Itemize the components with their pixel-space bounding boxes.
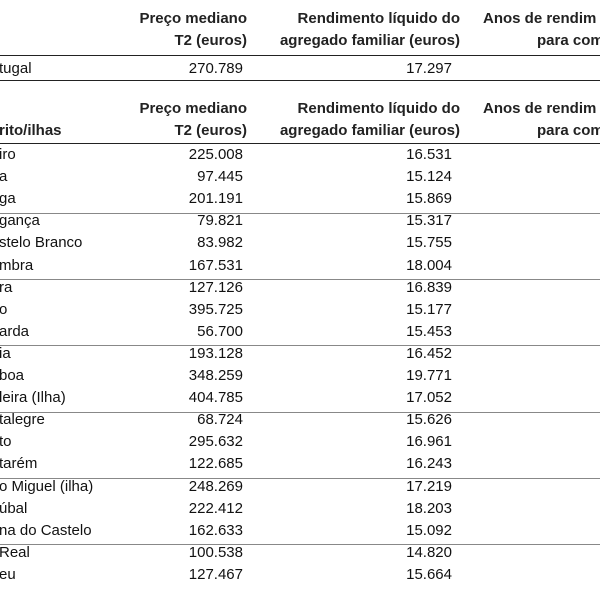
row-label: tarém [0,455,38,473]
row-label: iro [0,146,16,163]
row-label: a [0,168,8,186]
header-cell: rito/ilhas [0,122,62,139]
cell: 18.203 [406,499,452,517]
header-cell: para com [537,122,600,139]
cell: 100.538 [188,543,243,561]
rule [0,345,600,346]
cell: 395.725 [188,300,243,318]
cell: 83.982 [197,234,243,252]
cell: 97.445 [197,168,243,186]
cell: 56.700 [197,322,243,340]
row-label: na do Castelo [0,521,92,539]
header-cell: agregado familiar (euros) [279,32,460,49]
header-cell: T2 (euros) [174,122,247,139]
cell: 122.685 [188,455,243,473]
cell: 348.259 [188,367,243,384]
cell: 127.126 [188,278,243,296]
rule [0,279,600,280]
cell: 14.820 [406,543,452,561]
cell: 19.771 [406,367,452,384]
cell: 15.664 [406,565,452,583]
cell: 17.297 [406,60,452,77]
row-label: to [0,433,12,451]
cell: 295.632 [188,433,243,451]
rule [0,213,600,214]
cell: 193.128 [188,344,243,362]
row-label: talegre [0,411,45,429]
row-label: o [0,300,8,318]
header-cell: Rendimento líquido do [297,100,460,117]
row-label: mbra [0,256,34,274]
cell: 270.789 [188,60,243,77]
cell: 79.821 [197,212,243,230]
cell: 15.755 [406,234,452,252]
cell: 15.317 [406,212,452,230]
row-label: boa [0,367,25,384]
cell: 16.961 [406,433,452,451]
cell: 15.177 [406,300,452,318]
rule [0,412,600,413]
header-cell: T2 (euros) [174,32,247,49]
cell: 15.124 [406,168,452,186]
cell: 15.626 [406,411,452,429]
cell: 15.453 [406,322,452,340]
header-cell: Preço mediano [139,10,247,27]
header-cell: Anos de rendim [483,100,597,117]
row-label: o Miguel (ilha) [0,477,94,495]
cell: 222.412 [188,499,243,517]
cell: 15.869 [406,190,452,208]
rule [0,80,600,81]
cell: 17.052 [406,389,452,407]
rule [0,544,600,545]
cell: 15.092 [406,521,452,539]
cell: 404.785 [188,389,243,407]
header-cell: agregado familiar (euros) [279,122,460,139]
cell: 68.724 [197,411,243,429]
row-label: Real [0,543,30,561]
cell: 18.004 [406,256,452,274]
header-cell: para com [537,32,600,49]
row-label: ia [0,344,11,362]
cell: 16.243 [406,455,452,473]
row-label: tugal [0,60,32,77]
rule [0,478,600,479]
rule [0,143,600,144]
cell: 201.191 [188,190,243,208]
cell: 248.269 [188,477,243,495]
row-label: ga [0,190,16,208]
cell: 16.839 [406,278,452,296]
row-label: eu [0,565,16,583]
cell: 16.452 [406,344,452,362]
cell: 225.008 [188,146,243,163]
cell: 17.219 [406,477,452,495]
header-cell: Preço mediano [139,100,247,117]
cell: 127.467 [188,565,243,583]
row-label: arda [0,322,30,340]
row-label: leira (Ilha) [0,389,66,407]
cell: 16.531 [406,146,452,163]
cell: 162.633 [188,521,243,539]
row-label: ra [0,278,13,296]
row-label: úbal [0,499,28,517]
rule [0,55,600,56]
header-cell: Rendimento líquido do [297,10,460,27]
cell: 167.531 [188,256,243,274]
row-label: stelo Branco [0,234,83,252]
row-label: gança [0,212,40,230]
header-cell: Anos de rendim [483,10,597,27]
